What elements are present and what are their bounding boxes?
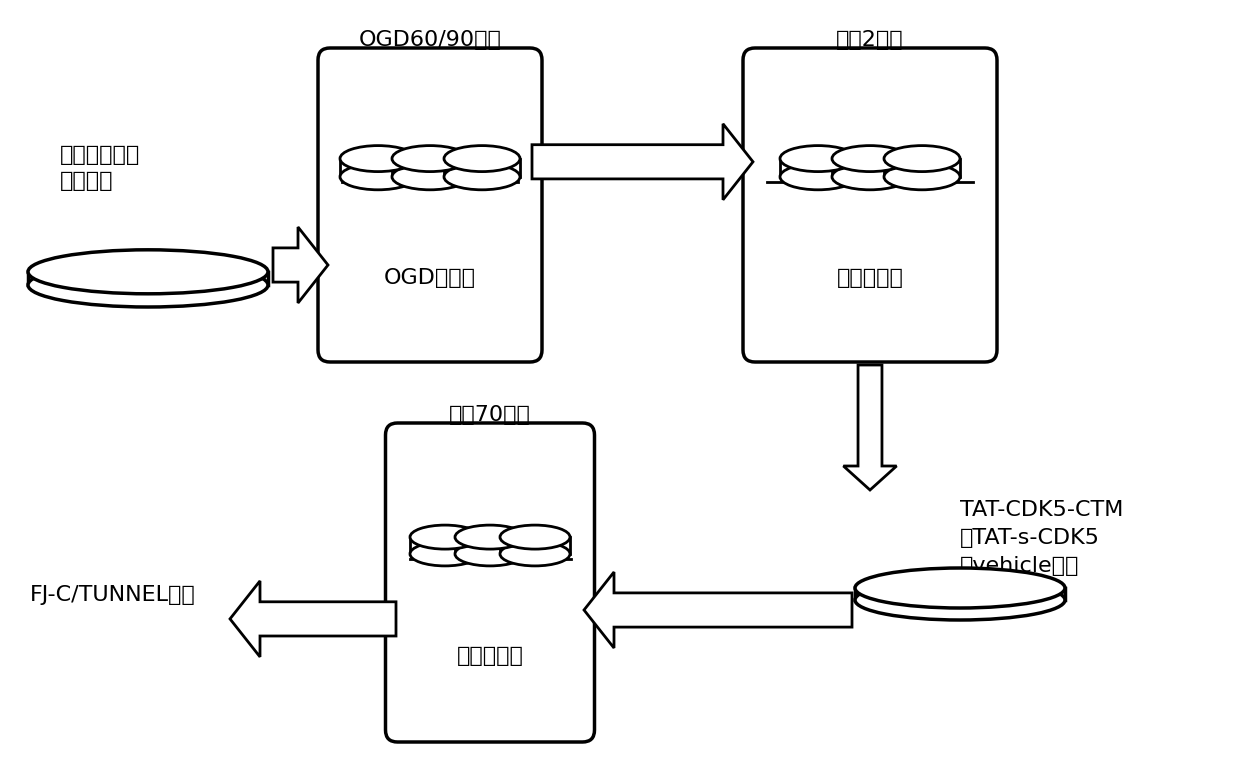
Ellipse shape (856, 580, 1065, 620)
Ellipse shape (392, 145, 467, 171)
Text: 原代培养第十
天神经元: 原代培养第十 天神经元 (60, 145, 140, 191)
Polygon shape (584, 572, 852, 648)
Text: OGD60/90分钟: OGD60/90分钟 (358, 30, 501, 50)
Text: FJ-C/TUNNEL染色: FJ-C/TUNNEL染色 (30, 585, 196, 605)
Polygon shape (29, 271, 268, 285)
Ellipse shape (500, 542, 570, 566)
Ellipse shape (29, 250, 268, 294)
Polygon shape (410, 537, 480, 554)
FancyBboxPatch shape (317, 48, 542, 362)
Polygon shape (500, 537, 570, 554)
Ellipse shape (832, 164, 908, 190)
Text: 正常培养箱: 正常培养箱 (456, 646, 523, 666)
Text: 培养2小时: 培养2小时 (836, 30, 904, 50)
Polygon shape (444, 158, 520, 177)
Polygon shape (229, 581, 396, 657)
Polygon shape (532, 124, 753, 200)
FancyBboxPatch shape (743, 48, 997, 362)
Ellipse shape (29, 263, 268, 307)
Ellipse shape (856, 568, 1065, 608)
Ellipse shape (884, 164, 960, 190)
Ellipse shape (884, 145, 960, 171)
Text: 培养70小时: 培养70小时 (449, 405, 531, 425)
Text: OGD培养箱: OGD培养箱 (384, 268, 476, 288)
FancyBboxPatch shape (386, 423, 594, 742)
Ellipse shape (392, 164, 467, 190)
Ellipse shape (455, 542, 525, 566)
Ellipse shape (455, 525, 525, 549)
Ellipse shape (340, 145, 415, 171)
Ellipse shape (832, 145, 908, 171)
Text: TAT-CDK5-CTM
或TAT-s-CDK5
或vehicle孵育: TAT-CDK5-CTM 或TAT-s-CDK5 或vehicle孵育 (960, 500, 1123, 576)
Polygon shape (340, 158, 415, 177)
Ellipse shape (780, 145, 856, 171)
Polygon shape (884, 158, 960, 177)
Polygon shape (273, 227, 329, 303)
Ellipse shape (410, 525, 480, 549)
Polygon shape (455, 537, 525, 554)
Polygon shape (832, 158, 908, 177)
Ellipse shape (410, 542, 480, 566)
Ellipse shape (500, 525, 570, 549)
Ellipse shape (780, 164, 856, 190)
Ellipse shape (444, 145, 520, 171)
Polygon shape (843, 365, 897, 490)
Ellipse shape (340, 164, 415, 190)
Polygon shape (780, 158, 856, 177)
Text: 正常培养箱: 正常培养箱 (837, 268, 904, 288)
Ellipse shape (444, 164, 520, 190)
Polygon shape (856, 588, 1065, 600)
Polygon shape (392, 158, 467, 177)
